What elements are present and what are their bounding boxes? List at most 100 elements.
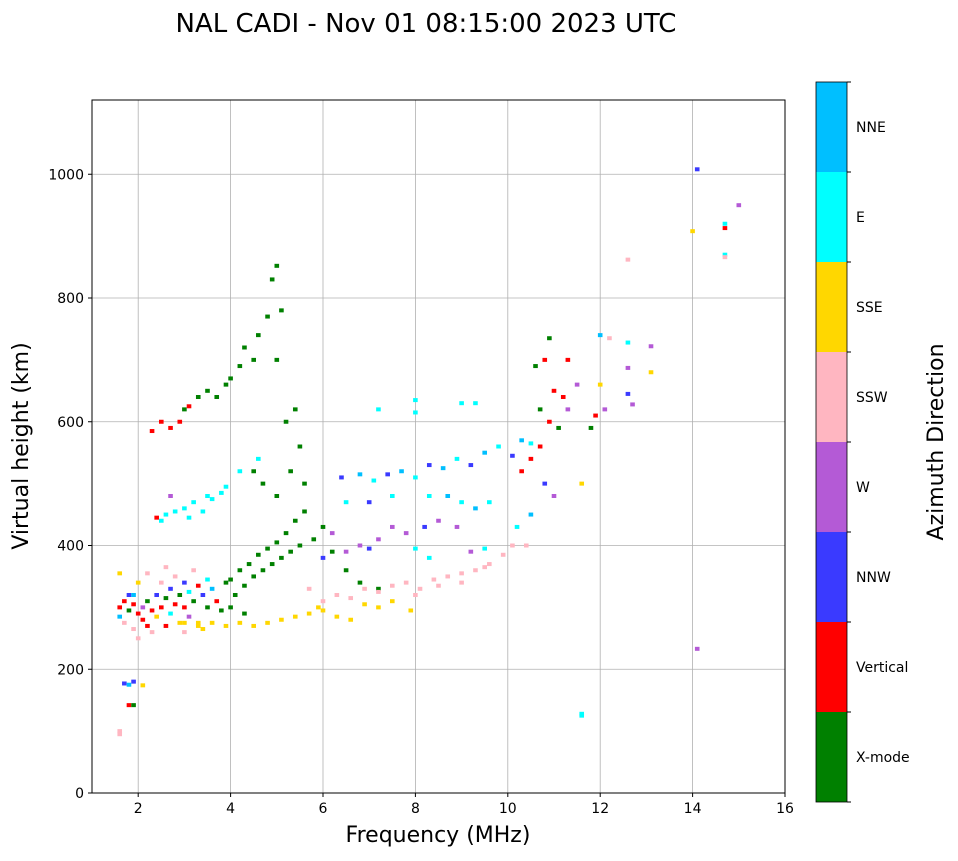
x-tick-label: 10 bbox=[499, 801, 517, 817]
data-point-w bbox=[625, 365, 631, 370]
data-point-x-mode bbox=[279, 308, 284, 313]
data-point-x-mode bbox=[288, 549, 293, 554]
y-axis-ticks: 0 200 400 600 800 1000 bbox=[48, 167, 92, 802]
data-point-vertical bbox=[519, 469, 524, 474]
data-point-sse bbox=[195, 623, 201, 628]
data-point-x-mode bbox=[537, 407, 543, 412]
colorbar: X-mode Vertical NNW W SSW SSE E NNE bbox=[815, 81, 910, 803]
data-point-e bbox=[376, 407, 381, 412]
data-point-sse bbox=[648, 370, 654, 375]
data-point-ssw bbox=[348, 596, 354, 601]
data-point-sse bbox=[320, 608, 326, 613]
data-point-e bbox=[390, 494, 395, 498]
data-point-nne bbox=[519, 438, 524, 443]
data-point-w bbox=[574, 382, 580, 387]
data-point-x-mode bbox=[376, 586, 381, 591]
data-point-x-mode bbox=[177, 593, 183, 597]
x-tick-label: 12 bbox=[591, 801, 609, 817]
data-point-x-mode bbox=[182, 407, 187, 412]
data-point-e bbox=[200, 509, 206, 514]
data-point-e bbox=[168, 611, 173, 616]
data-point-nnw bbox=[510, 453, 515, 458]
data-point-nne bbox=[440, 466, 446, 471]
data-point-w bbox=[468, 549, 474, 554]
data-point-ssw bbox=[376, 589, 381, 594]
data-point-e bbox=[191, 500, 196, 505]
data-point-vertical bbox=[154, 515, 159, 520]
colorbar-swatch-w bbox=[816, 442, 847, 532]
data-point-e bbox=[237, 469, 243, 474]
data-point-nnw bbox=[168, 586, 173, 591]
data-point-e bbox=[579, 711, 585, 716]
data-point-vertical bbox=[159, 419, 164, 424]
data-point-vertical bbox=[542, 357, 548, 362]
data-point-x-mode bbox=[311, 537, 317, 542]
colorbar-tick-label: NNW bbox=[856, 570, 891, 586]
data-point-vertical bbox=[168, 425, 173, 430]
data-point-nnw bbox=[126, 593, 132, 597]
data-point-e bbox=[482, 546, 487, 551]
data-point-vertical bbox=[593, 413, 598, 418]
data-point-vertical bbox=[163, 623, 169, 628]
data-point-sse bbox=[154, 614, 159, 619]
data-point-x-mode bbox=[228, 577, 233, 582]
data-point-x-mode bbox=[145, 599, 150, 604]
data-point-x-mode bbox=[223, 580, 229, 585]
data-point-ssw bbox=[159, 580, 164, 585]
data-point-sse bbox=[292, 614, 298, 619]
data-point-nnw bbox=[385, 472, 390, 477]
data-point-sse bbox=[140, 683, 146, 688]
data-point-ssw bbox=[145, 571, 150, 576]
grid-lines bbox=[92, 100, 786, 794]
data-point-x-mode bbox=[126, 608, 132, 613]
data-point-w bbox=[186, 614, 192, 619]
data-point-ssw bbox=[417, 586, 423, 591]
data-point-sse bbox=[690, 229, 695, 234]
data-point-x-mode bbox=[320, 524, 326, 529]
colorbar-swatch-x-mode bbox=[816, 712, 847, 802]
data-point-x-mode bbox=[292, 407, 298, 412]
colorbar-frame bbox=[815, 81, 848, 803]
data-point-e bbox=[413, 546, 418, 551]
data-point-e bbox=[182, 506, 187, 511]
data-point-ssw bbox=[172, 574, 178, 579]
data-point-w bbox=[436, 518, 441, 523]
data-point-ssw bbox=[510, 543, 515, 548]
data-point-nne bbox=[482, 450, 487, 455]
data-point-ssw bbox=[413, 593, 418, 597]
data-point-sse bbox=[265, 620, 270, 625]
data-point-w bbox=[390, 524, 395, 529]
data-point-nnw bbox=[339, 475, 344, 480]
data-point-x-mode bbox=[237, 364, 243, 369]
data-point-vertical bbox=[172, 602, 178, 607]
data-point-ssw bbox=[334, 593, 340, 597]
data-point-ssw bbox=[487, 562, 492, 567]
data-point-e bbox=[459, 401, 464, 406]
data-point-x-mode bbox=[283, 531, 289, 536]
data-point-ssw bbox=[436, 583, 441, 588]
data-point-e bbox=[426, 555, 432, 560]
data-point-vertical bbox=[537, 444, 543, 449]
data-point-nnw bbox=[320, 555, 326, 560]
data-point-ssw bbox=[306, 586, 312, 591]
data-point-w bbox=[565, 407, 571, 412]
data-point-ssw bbox=[403, 580, 409, 585]
data-point-x-mode bbox=[214, 395, 220, 399]
data-point-ssw bbox=[131, 627, 136, 632]
data-point-ssw bbox=[117, 729, 123, 734]
data-point-x-mode bbox=[191, 599, 196, 604]
data-point-x-mode bbox=[256, 333, 261, 338]
data-point-nnw bbox=[366, 546, 372, 551]
x-tick-label: 6 bbox=[319, 801, 328, 817]
data-point-w bbox=[376, 537, 381, 542]
colorbar-label: Azimuth Direction bbox=[924, 343, 949, 540]
colorbar-swatch-nne bbox=[816, 82, 847, 172]
data-point-x-mode bbox=[265, 314, 270, 319]
data-point-x-mode bbox=[274, 357, 280, 362]
data-point-ssw bbox=[163, 565, 169, 570]
data-point-x-mode bbox=[297, 543, 303, 548]
data-point-x-mode bbox=[274, 494, 280, 498]
data-point-x-mode bbox=[251, 357, 256, 362]
data-point-ssw bbox=[182, 630, 187, 635]
data-point-x-mode bbox=[251, 574, 256, 579]
